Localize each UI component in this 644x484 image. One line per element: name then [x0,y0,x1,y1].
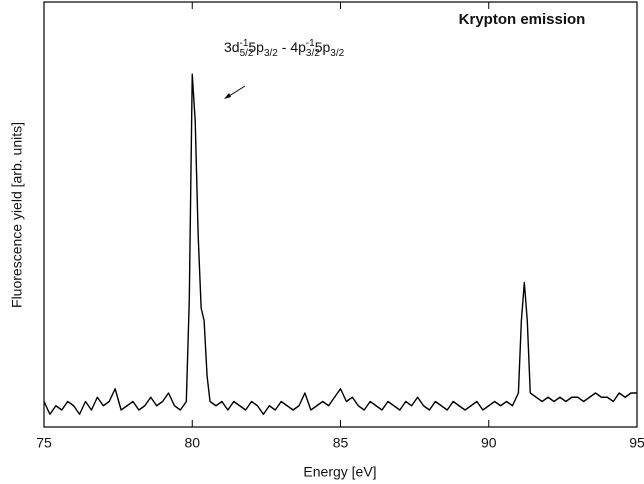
annotation-part: - 4p [278,39,306,55]
x-tick-label: 95 [629,435,644,451]
x-tick-label: 80 [184,435,200,451]
x-tick-label: 85 [333,435,349,451]
annotation-part: 5p [315,39,331,55]
x-tick-label: 90 [481,435,497,451]
data-line [43,73,637,415]
annotation-part: 3/2 [330,48,344,59]
annotation-part: -1 [239,38,248,49]
annotation-part: 5p [248,39,264,55]
annotation-part: 5/2 [240,48,254,59]
chart-title: Krypton emission [459,11,586,28]
plot-frame [43,1,638,428]
annotation-part: 3/2 [264,48,278,59]
y-axis-label: Fluorescence yield [arb. units] [9,122,25,308]
arrow-head [224,93,231,99]
annotation-part: -1 [306,38,315,49]
annotation-part: 3/2 [306,48,320,59]
annotation-part: 3d [224,39,240,55]
x-tick-label: 75 [36,435,52,451]
x-axis-label: Energy [eV] [303,464,376,480]
annotation: 3d5/2-15p3/2 - 4p3/2-15p3/2 [224,38,345,59]
